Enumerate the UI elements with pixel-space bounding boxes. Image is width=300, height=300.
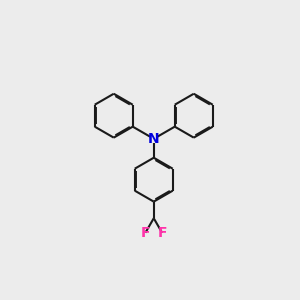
Text: F: F	[157, 226, 167, 240]
Text: N: N	[148, 132, 160, 146]
Text: F: F	[141, 226, 150, 240]
